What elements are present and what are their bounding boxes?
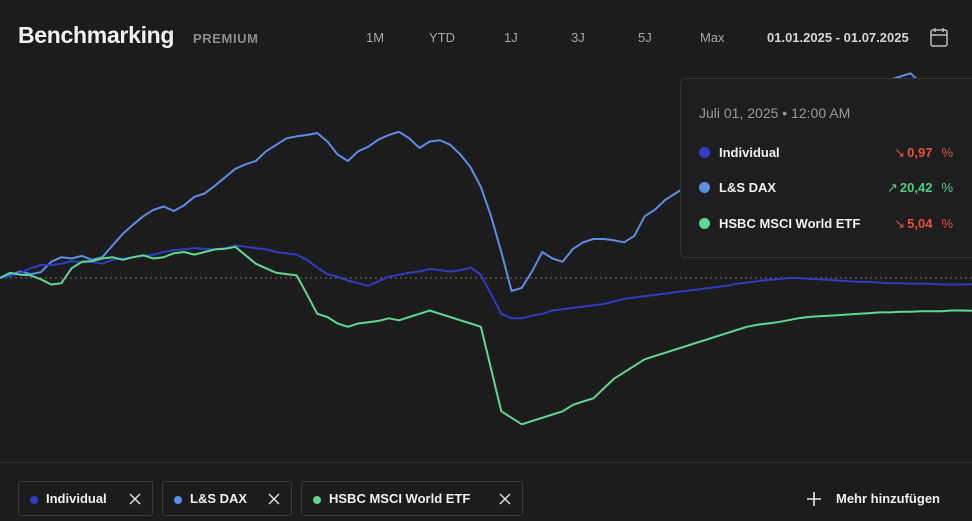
range-5j-button[interactable]: 5J xyxy=(638,30,652,45)
chip-label: L&S DAX xyxy=(190,491,248,506)
series-line-hsbc-msci-world-etf xyxy=(0,245,972,426)
series-dot xyxy=(313,496,321,504)
date-range[interactable]: 01.01.2025 - 01.07.2025 xyxy=(767,30,909,45)
add-more-label: Mehr hinzufügen xyxy=(836,491,940,506)
tooltip-row-msci: HSBC MSCI World ETF ↘ 5,04% xyxy=(699,214,959,234)
trend-up-icon: ↗ xyxy=(886,180,898,195)
series-line-individual xyxy=(0,244,972,320)
page-title: Benchmarking xyxy=(18,22,175,48)
chart-tooltip: Juli 01, 2025 • 12:00 AM Individual ↘ 0,9… xyxy=(680,78,972,258)
close-icon[interactable] xyxy=(498,492,512,506)
chip-label: Individual xyxy=(46,491,107,506)
chip-individual[interactable]: Individual xyxy=(18,481,153,516)
header: Benchmarking PREMIUM 1M YTD 1J 3J 5J Max… xyxy=(0,0,972,70)
series-dot xyxy=(30,496,38,504)
trend-down-icon: ↘ xyxy=(894,216,906,231)
footer-divider xyxy=(0,462,972,463)
tooltip-row-individual: Individual ↘ 0,97% xyxy=(699,143,959,163)
chip-dax[interactable]: L&S DAX xyxy=(162,481,292,516)
series-dot xyxy=(699,182,710,193)
tooltip-date: Juli 01, 2025 • 12:00 AM xyxy=(699,105,851,121)
premium-badge: PREMIUM xyxy=(193,31,259,46)
range-ytd-button[interactable]: YTD xyxy=(429,30,455,45)
series-dot xyxy=(699,218,710,229)
tooltip-series-name: HSBC MSCI World ETF xyxy=(719,216,861,231)
chip-msci[interactable]: HSBC MSCI World ETF xyxy=(301,481,523,516)
calendar-icon[interactable] xyxy=(930,27,948,47)
range-1m-button[interactable]: 1M xyxy=(366,30,385,45)
tooltip-series-value: ↘ 0,97% xyxy=(894,145,953,160)
close-icon[interactable] xyxy=(267,492,281,506)
series-dot xyxy=(174,496,182,504)
tooltip-row-dax: L&S DAX ↗ 20,42% xyxy=(699,178,959,198)
tooltip-series-name: Individual xyxy=(719,145,780,160)
chip-label: HSBC MSCI World ETF xyxy=(329,491,471,506)
range-3j-button[interactable]: 3J xyxy=(571,30,585,45)
tooltip-series-value: ↘ 5,04% xyxy=(894,216,953,231)
range-max-button[interactable]: Max xyxy=(700,30,725,45)
close-icon[interactable] xyxy=(128,492,142,506)
trend-down-icon: ↘ xyxy=(894,145,906,160)
add-more-button[interactable]: Mehr hinzufügen xyxy=(805,488,960,510)
tooltip-series-name: L&S DAX xyxy=(719,180,777,195)
range-1j-button[interactable]: 1J xyxy=(504,30,518,45)
series-dot xyxy=(699,147,710,158)
plus-icon xyxy=(807,492,821,506)
tooltip-series-value: ↗ 20,42% xyxy=(886,180,953,195)
